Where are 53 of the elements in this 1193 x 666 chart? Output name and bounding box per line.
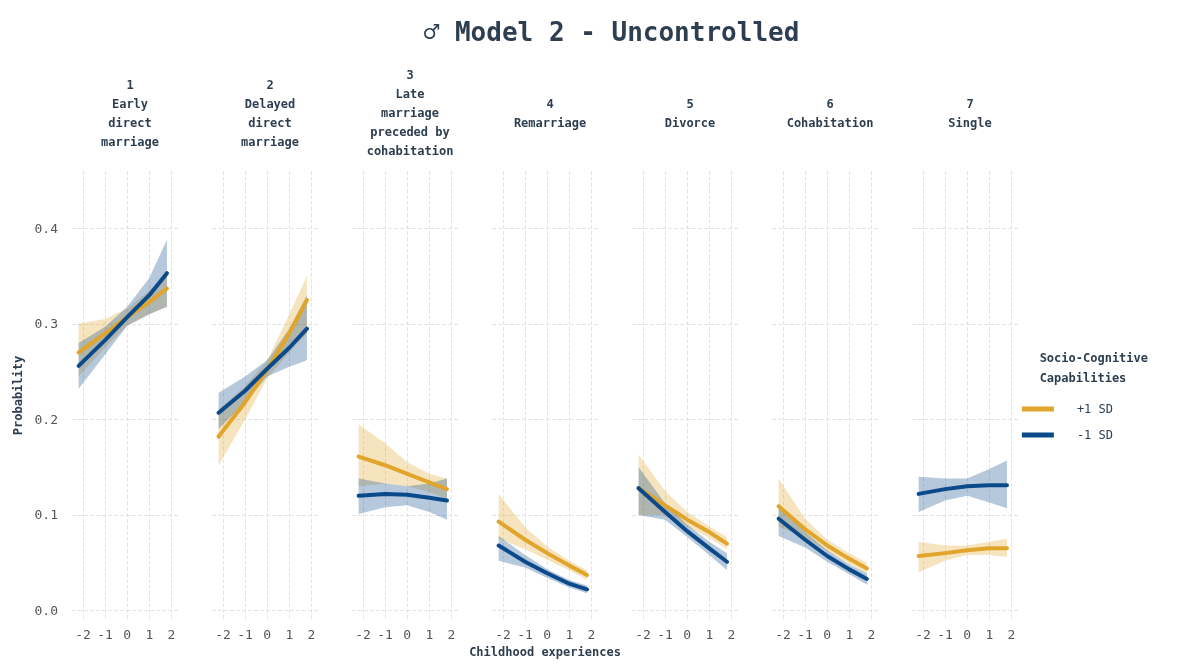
x-tick-label: 0 [543, 627, 552, 642]
chart-subtitle: 2 Delayed direct marriage [241, 77, 299, 149]
x-tick-label: 0 [123, 627, 132, 642]
x-tick-label: 2 [167, 627, 176, 642]
x-tick-label: -1 [517, 627, 533, 642]
y-tick-label: 0.0 [34, 602, 58, 618]
x-tick-label: -1 [657, 627, 673, 642]
x-tick-label: -2 [355, 627, 371, 642]
x-axis-title: Childhood experiences [469, 645, 621, 659]
x-tick-label: 1 [565, 627, 574, 642]
legend-title: Socio-Cognitive Capabilities [1039, 351, 1149, 385]
x-tick-label: -1 [97, 627, 113, 642]
x-tick-label: -2 [75, 627, 91, 642]
x-tick-label: 2 [447, 627, 456, 642]
x-tick-label: 2 [727, 627, 736, 642]
legend-label: -1 SD [1076, 428, 1113, 442]
x-tick-label: -2 [215, 627, 231, 642]
x-tick-label: 2 [867, 627, 876, 642]
chart-subtitle: 4 Remarriage [513, 96, 587, 130]
chart-subtitle: 6 Cohabitation [786, 96, 874, 130]
x-tick-label: -1 [937, 627, 953, 642]
x-tick-label: -1 [377, 627, 393, 642]
chart-subtitle: 5 Divorce [664, 96, 716, 130]
chart-subtitle: 7 Single [948, 96, 992, 130]
y-tick-label: 0.2 [34, 411, 58, 427]
x-tick-label: 1 [145, 627, 154, 642]
chart-title: ♂ Model 2 - Uncontrolled [422, 16, 801, 49]
chart-subtitle: 3 Late marriage preceded by cohabitation [366, 68, 454, 158]
x-tick-label: 1 [285, 627, 294, 642]
x-tick-label: 1 [425, 627, 434, 642]
x-tick-label: -1 [237, 627, 253, 642]
y-tick-label: 0.4 [34, 220, 59, 236]
chart-subtitle: 1 Early direct marriage [101, 77, 159, 149]
x-tick-label: 2 [307, 627, 316, 642]
x-tick-label: 2 [1007, 627, 1016, 642]
x-tick-label: 2 [587, 627, 596, 642]
x-tick-label: 1 [985, 627, 994, 642]
y-tick-label: 0.3 [34, 316, 58, 332]
x-tick-label: -2 [635, 627, 651, 642]
x-tick-label: 0 [263, 627, 272, 642]
legend-label: +1 SD [1076, 402, 1113, 416]
x-tick-label: 0 [963, 627, 972, 642]
x-tick-label: -2 [915, 627, 931, 642]
y-axis-title: Probability [10, 355, 25, 436]
x-tick-label: 0 [683, 627, 692, 642]
x-tick-label: -2 [495, 627, 511, 642]
y-tick-label: 0.1 [34, 507, 58, 523]
x-tick-label: 1 [705, 627, 714, 642]
x-tick-label: 0 [403, 627, 412, 642]
x-tick-label: -2 [775, 627, 791, 642]
x-tick-label: 1 [845, 627, 854, 642]
x-tick-label: -1 [797, 627, 813, 642]
x-tick-label: 0 [823, 627, 832, 642]
